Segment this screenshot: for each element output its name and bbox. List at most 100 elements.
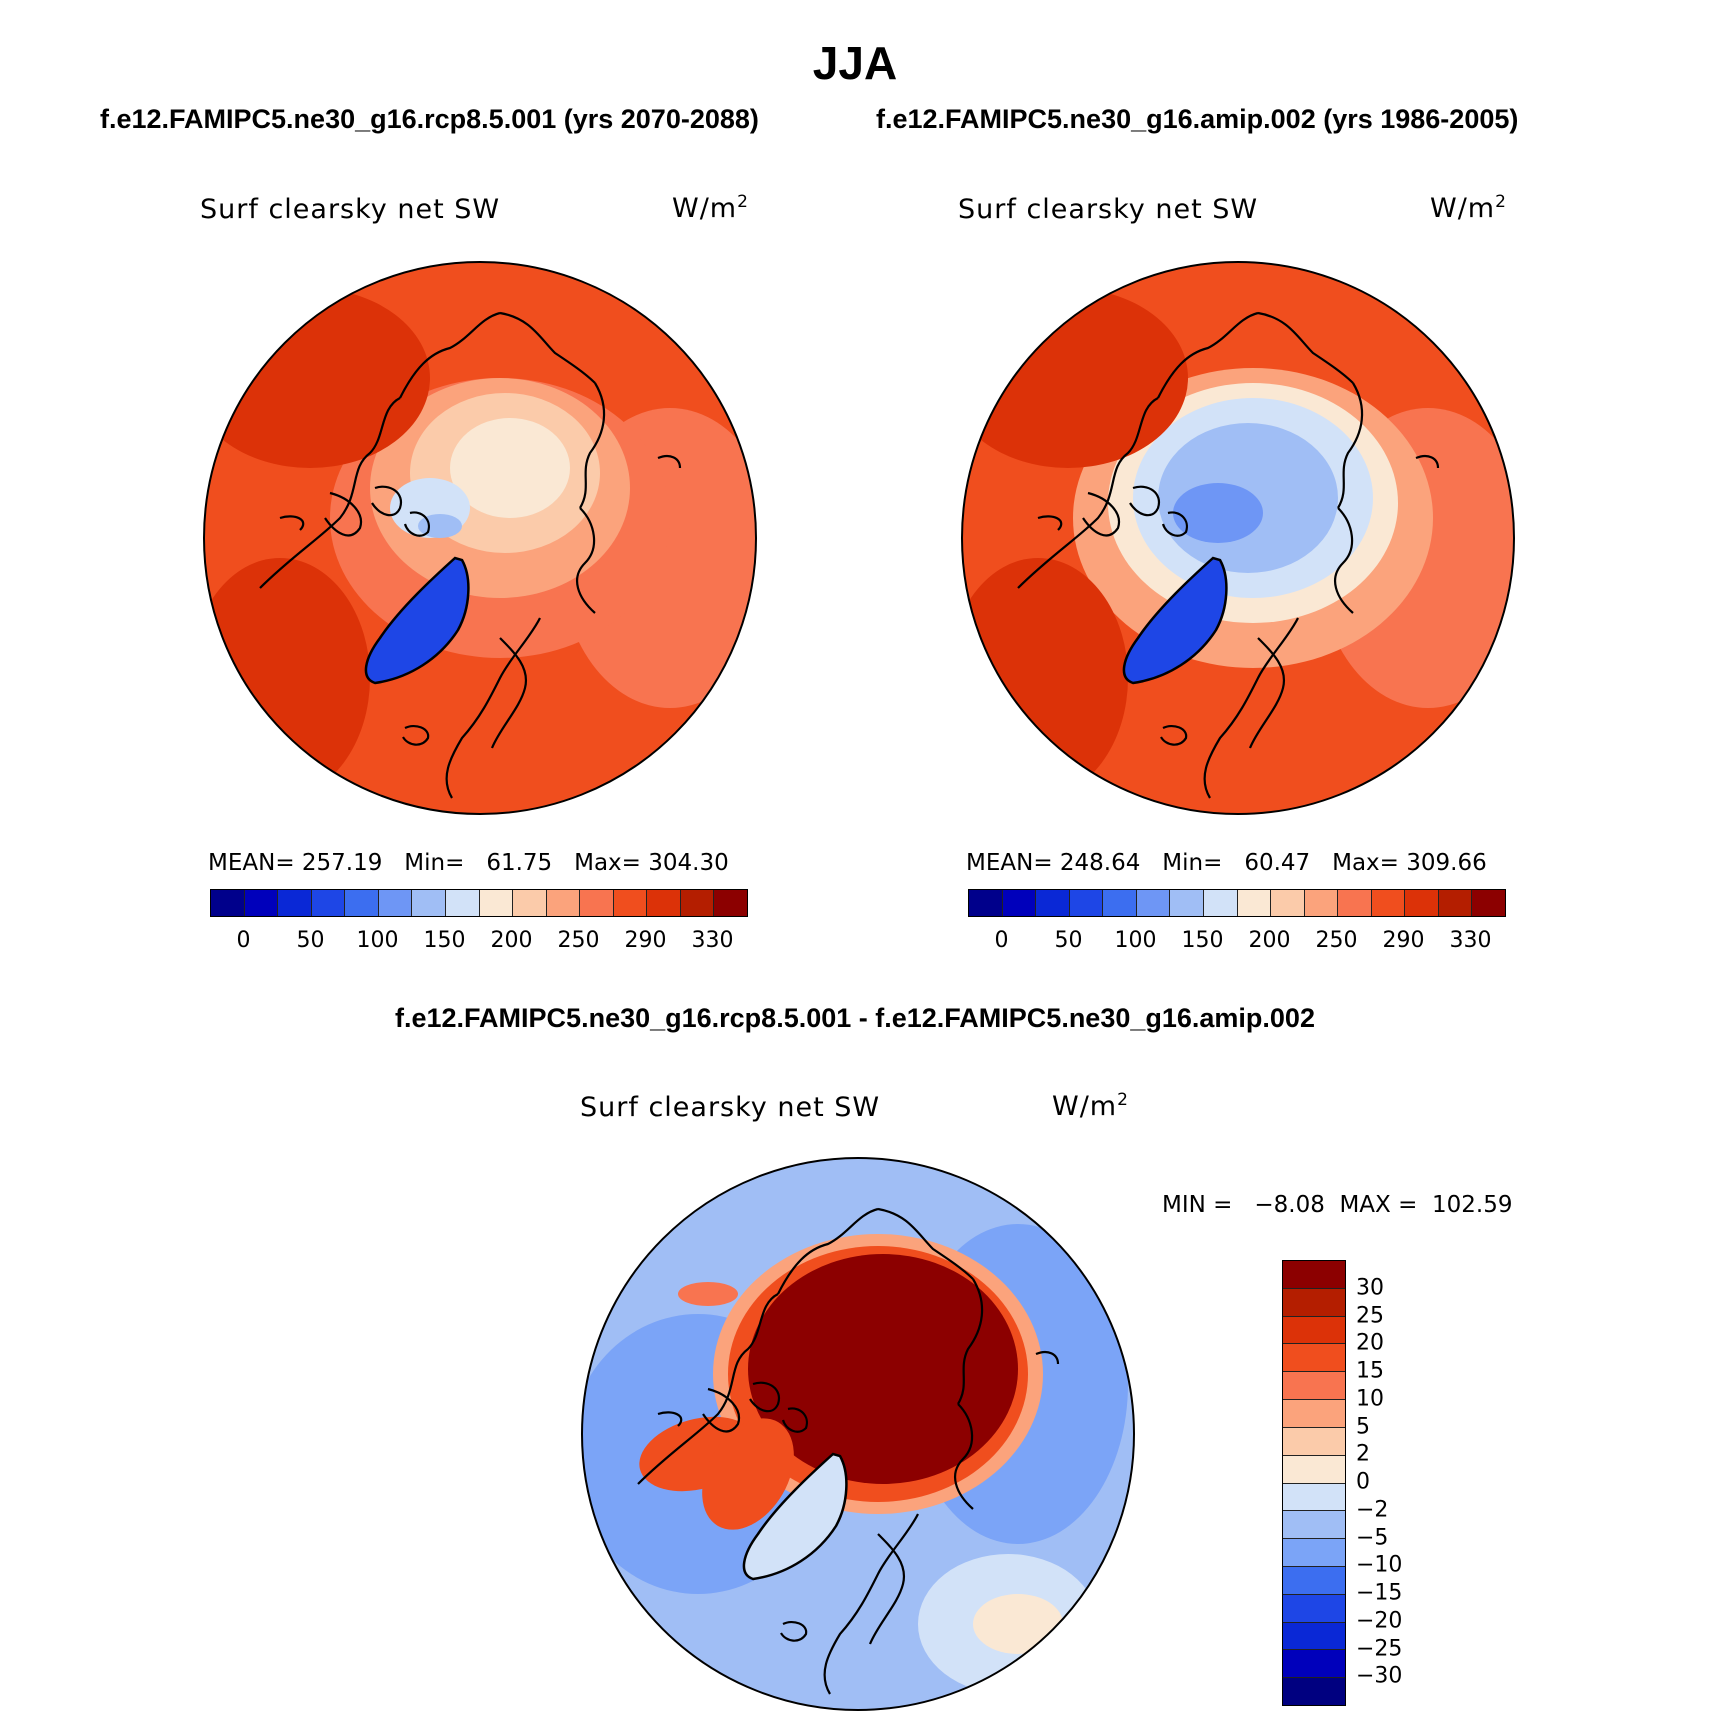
colorbar-box xyxy=(1283,1344,1345,1373)
colorbar-tick-label: 30 xyxy=(1356,1275,1384,1301)
colorbar-tick-label: 15 xyxy=(1356,1358,1384,1384)
colorbar-tick-label: 2 xyxy=(1356,1441,1370,1467)
colorbar-box xyxy=(1371,890,1406,916)
coastline xyxy=(657,1411,683,1427)
panel1-polar-map xyxy=(203,261,757,815)
colorbar-box xyxy=(1283,1650,1345,1679)
coastline xyxy=(1161,511,1188,537)
colorbar-box xyxy=(1283,1288,1345,1317)
colorbar-tick-label: −15 xyxy=(1356,1580,1403,1606)
coastline xyxy=(576,507,596,614)
colorbar-box xyxy=(1283,1483,1345,1512)
colorbar-box xyxy=(1283,1511,1345,1540)
coastline xyxy=(1248,637,1286,749)
colorbar-tick-label: 0 xyxy=(994,928,1009,953)
left-case-subtitle: f.e12.FAMIPC5.ne30_g16.rcp8.5.001 (yrs 2… xyxy=(100,104,759,134)
map-contour-region xyxy=(204,288,430,468)
colorbar-tick-label: 290 xyxy=(624,928,667,953)
colorbar-box xyxy=(1283,1594,1345,1623)
map-contour-region xyxy=(678,1282,738,1306)
coastline xyxy=(637,1293,779,1485)
colorbar-box xyxy=(714,890,747,916)
coastline xyxy=(780,1620,808,1642)
coastline xyxy=(1337,382,1364,509)
colorbar-box xyxy=(211,890,245,916)
colorbar-tick-label: 150 xyxy=(1181,928,1224,953)
coastline xyxy=(781,1407,808,1433)
colorbar-tick-label: 25 xyxy=(1356,1303,1384,1328)
colorbar-tick-label: 0 xyxy=(1356,1469,1370,1495)
colorbar-box xyxy=(969,890,1003,916)
colorbar-tick-label: −10 xyxy=(1356,1552,1403,1578)
panel3-colorbar xyxy=(1282,1260,1346,1706)
panel2-title: Surf clearsky net SW xyxy=(958,194,1259,225)
panel2-units: W/m2 xyxy=(1430,192,1507,224)
colorbar-box xyxy=(1271,890,1305,916)
coastline xyxy=(1129,485,1161,517)
colorbar-box xyxy=(445,890,480,916)
colorbar-tick-label: 50 xyxy=(1054,928,1083,953)
colorbar-box xyxy=(345,890,379,916)
colorbar-tick-label: 5 xyxy=(1356,1414,1370,1439)
coastline xyxy=(823,1513,919,1695)
colorbar-tick-label: 150 xyxy=(423,928,466,953)
panel2-polar-map xyxy=(961,261,1515,815)
map-boundary xyxy=(961,261,1515,815)
map-contour-region xyxy=(702,1418,794,1530)
colorbar-tick-label: 330 xyxy=(1449,928,1492,953)
colorbar-box xyxy=(244,890,279,916)
coastline xyxy=(957,1278,984,1405)
colorbar-tick-label: 20 xyxy=(1356,1330,1384,1356)
coastline xyxy=(868,1533,906,1645)
panel3-polar-map xyxy=(581,1157,1135,1711)
colorbar-tick-label: −30 xyxy=(1356,1663,1403,1689)
colorbar-box xyxy=(1170,890,1204,916)
coastline xyxy=(403,511,430,537)
coastline xyxy=(1257,311,1354,384)
map-contour-region xyxy=(450,418,570,518)
coastline xyxy=(259,397,401,589)
panel3-colorbar-ticks: 30 25 20 15 10 5 2 0 −2 −5 −10 −15 −20 −25 −30 xyxy=(1356,1260,1446,1704)
coastline xyxy=(399,311,501,399)
colorbar-tick-label: 0 xyxy=(236,928,251,953)
coastline xyxy=(657,454,682,469)
colorbar-box xyxy=(1002,890,1037,916)
colorbar-tick-label: 330 xyxy=(691,928,734,953)
panel1-units: W/m2 xyxy=(672,192,749,224)
panel2-colorbar xyxy=(968,889,1506,917)
map-contour-region xyxy=(1173,483,1263,543)
map-contour-region xyxy=(962,288,1188,468)
colorbar-tick-label: −2 xyxy=(1356,1497,1389,1523)
colorbar-tick-label: 250 xyxy=(557,928,600,953)
coastline xyxy=(1334,507,1354,614)
colorbar-box xyxy=(1405,890,1439,916)
coastline xyxy=(877,1207,974,1280)
colorbar-box xyxy=(1237,890,1272,916)
colorbar-box xyxy=(1304,890,1339,916)
coastline xyxy=(1415,454,1440,469)
coastline xyxy=(445,617,541,799)
right-case-subtitle: f.e12.FAMIPC5.ne30_g16.amip.002 (yrs 198… xyxy=(876,104,1519,134)
colorbar-box xyxy=(1283,1678,1345,1705)
coastline xyxy=(402,724,430,746)
colorbar-box xyxy=(1283,1455,1345,1484)
colorbar-box xyxy=(1472,890,1505,916)
colorbar-box xyxy=(580,890,614,916)
difference-title: f.e12.FAMIPC5.ne30_g16.rcp8.5.001 - f.e1… xyxy=(395,1003,1315,1033)
greenland-outline xyxy=(1122,556,1228,685)
colorbar-box xyxy=(412,890,446,916)
coastline xyxy=(954,1403,974,1510)
colorbar-box xyxy=(1283,1372,1345,1401)
coastline xyxy=(324,491,363,537)
colorbar-box xyxy=(1069,890,1104,916)
colorbar-box xyxy=(1283,1622,1345,1651)
panel3-title: Surf clearsky net SW xyxy=(580,1092,881,1123)
colorbar-box xyxy=(1338,890,1372,916)
colorbar-box xyxy=(1283,1566,1345,1595)
coastline xyxy=(499,311,596,384)
coastline xyxy=(1082,491,1121,537)
colorbar-box xyxy=(378,890,413,916)
figure-title: JJA xyxy=(812,37,898,89)
colorbar-tick-label: −20 xyxy=(1356,1608,1403,1634)
colorbar-tick-label: 100 xyxy=(356,928,399,953)
